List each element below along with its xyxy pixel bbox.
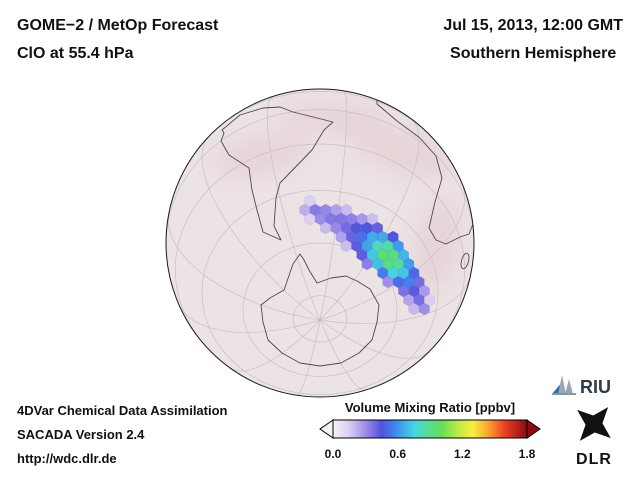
background-clo-field bbox=[214, 103, 461, 293]
africa-coast bbox=[376, 99, 474, 245]
colorbar-tick-labels: 0.0 0.6 1.2 1.8 bbox=[319, 447, 541, 462]
clo-hex-cell bbox=[418, 302, 430, 316]
graticule-line bbox=[174, 143, 466, 347]
graticule-line bbox=[166, 109, 474, 241]
dlr-bird-icon bbox=[577, 407, 611, 441]
globe-limb bbox=[165, 88, 475, 398]
madagascar-coast bbox=[460, 252, 470, 270]
footer-credits: 4DVar Chemical Data Assimilation SACADA … bbox=[17, 399, 228, 471]
riu-text: RIU bbox=[580, 377, 611, 397]
graticule-line bbox=[201, 137, 321, 321]
clo-plume-hexbins bbox=[299, 194, 435, 316]
riu-spire-icon bbox=[558, 375, 566, 394]
assimilation-text: 4DVar Chemical Data Assimilation bbox=[17, 403, 228, 418]
graticule-line bbox=[319, 90, 348, 321]
riu-logo-graphic: RIU bbox=[552, 375, 611, 397]
title-line-2: ClO at 55.4 hPa bbox=[17, 45, 134, 62]
riu-logo: RIU bbox=[550, 372, 630, 403]
tick-0: 0.0 bbox=[324, 447, 342, 461]
tick-2: 1.2 bbox=[453, 447, 471, 461]
colorbar-gradient bbox=[319, 419, 541, 439]
tick-1: 0.6 bbox=[389, 447, 407, 461]
graticule-line bbox=[319, 319, 431, 359]
graticule-line bbox=[296, 319, 321, 396]
datetime-text: Jul 15, 2013, 12:00 GMT bbox=[443, 17, 623, 34]
graticule-line bbox=[319, 185, 466, 321]
tick-3: 1.8 bbox=[518, 447, 536, 461]
colorbar-title: Volume Mixing Ratio [ppbv] bbox=[344, 400, 516, 415]
antarctica-coast bbox=[260, 253, 380, 367]
graticule-line bbox=[266, 96, 321, 321]
colorbar: Volume Mixing Ratio [ppbv] 0.0 0.6 1.2 1… bbox=[319, 400, 541, 462]
graticule-line bbox=[178, 303, 321, 333]
coastlines bbox=[220, 99, 474, 367]
riu-spire-icon bbox=[565, 379, 573, 394]
graticule-line bbox=[167, 215, 321, 321]
title-line-1: GOME−2 / MetOp Forecast bbox=[17, 17, 219, 34]
wdc-url: http://wdc.dlr.de bbox=[17, 451, 117, 466]
dlr-logo-graphic: DLR bbox=[576, 407, 612, 468]
colorbar-bar bbox=[332, 419, 528, 439]
graticule-line bbox=[208, 91, 430, 137]
graticule-line bbox=[229, 319, 321, 372]
version-text: SACADA Version 2.4 bbox=[17, 427, 145, 442]
graticule bbox=[166, 90, 474, 396]
plot-datetime-block: Jul 15, 2013, 12:00 GMT Southern Hemisph… bbox=[443, 12, 623, 68]
graticule-line bbox=[319, 274, 472, 324]
plot-title-block: GOME−2 / MetOp Forecast ClO at 55.4 hPa bbox=[17, 12, 218, 68]
dlr-text: DLR bbox=[576, 451, 612, 468]
graticule-line bbox=[319, 319, 366, 391]
dlr-logo: DLR bbox=[564, 402, 624, 473]
colorbar-left-arrow bbox=[319, 419, 334, 439]
south-america-coast bbox=[220, 106, 334, 241]
hemisphere-text: Southern Hemisphere bbox=[450, 45, 617, 62]
colorbar-right-arrow bbox=[526, 419, 541, 439]
